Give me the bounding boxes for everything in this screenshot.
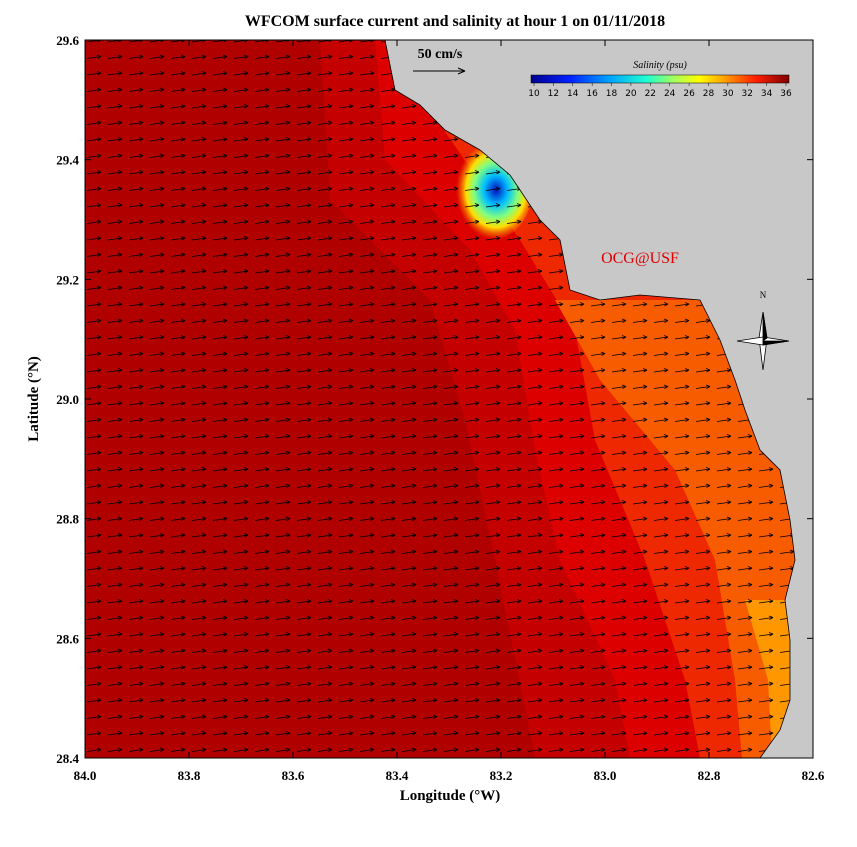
y-tick-label: 29.6 xyxy=(56,33,79,48)
colorbar-tick-label: 18 xyxy=(606,89,618,99)
title: WFCOM surface current and salinity at ho… xyxy=(245,13,665,30)
colorbar-tick-label: 10 xyxy=(528,89,540,99)
colorbar-tick-label: 26 xyxy=(683,89,695,99)
colorbar-tick-label: 16 xyxy=(586,89,598,99)
x-tick-label: 82.8 xyxy=(698,768,721,783)
y-tick-label: 28.8 xyxy=(56,512,79,527)
colorbar-tick-label: 12 xyxy=(548,89,559,99)
x-tick-label: 83.2 xyxy=(490,768,513,783)
salinity-field xyxy=(85,40,813,758)
colorbar-tick-label: 20 xyxy=(625,89,637,99)
x-tick-label: 83.8 xyxy=(178,768,201,783)
compass-rose xyxy=(736,311,790,371)
y-tick-label: 28.6 xyxy=(56,631,79,646)
colorbar xyxy=(530,74,790,84)
colorbar-tick-label: 32 xyxy=(742,89,753,99)
x-tick-label: 82.6 xyxy=(802,768,825,783)
colorbar-tick-label: 24 xyxy=(664,89,676,99)
colorbar-tick-label: 30 xyxy=(722,89,734,99)
scale-label: 50 cm/s xyxy=(418,47,463,62)
y-tick-label: 29.4 xyxy=(56,153,79,168)
colorbar-tick-label: 28 xyxy=(703,89,715,99)
colorbar-tick-label: 36 xyxy=(780,89,792,99)
scale-arrow xyxy=(413,67,466,75)
x-tick-label: 83.4 xyxy=(386,768,409,783)
colorbar-tick-label: 14 xyxy=(567,89,579,99)
y-tick-label: 28.4 xyxy=(56,751,79,766)
colorbar-tick-label: 22 xyxy=(645,89,656,99)
y-tick-label: 29.2 xyxy=(56,272,79,287)
x-axis-label: Longitude (°W) xyxy=(400,788,501,804)
x-tick-label: 84.0 xyxy=(74,768,97,783)
y-tick-label: 29.0 xyxy=(56,392,79,407)
north-label: N xyxy=(760,290,767,300)
x-tick-label: 83.6 xyxy=(282,768,305,783)
colorbar-title: Salinity (psu) xyxy=(633,60,687,71)
colorbar-tick-label: 34 xyxy=(761,89,773,99)
x-tick-label: 83.0 xyxy=(594,768,617,783)
y-axis-label: Latitude (°N) xyxy=(26,356,42,442)
watermark: OCG@USF xyxy=(601,250,679,267)
